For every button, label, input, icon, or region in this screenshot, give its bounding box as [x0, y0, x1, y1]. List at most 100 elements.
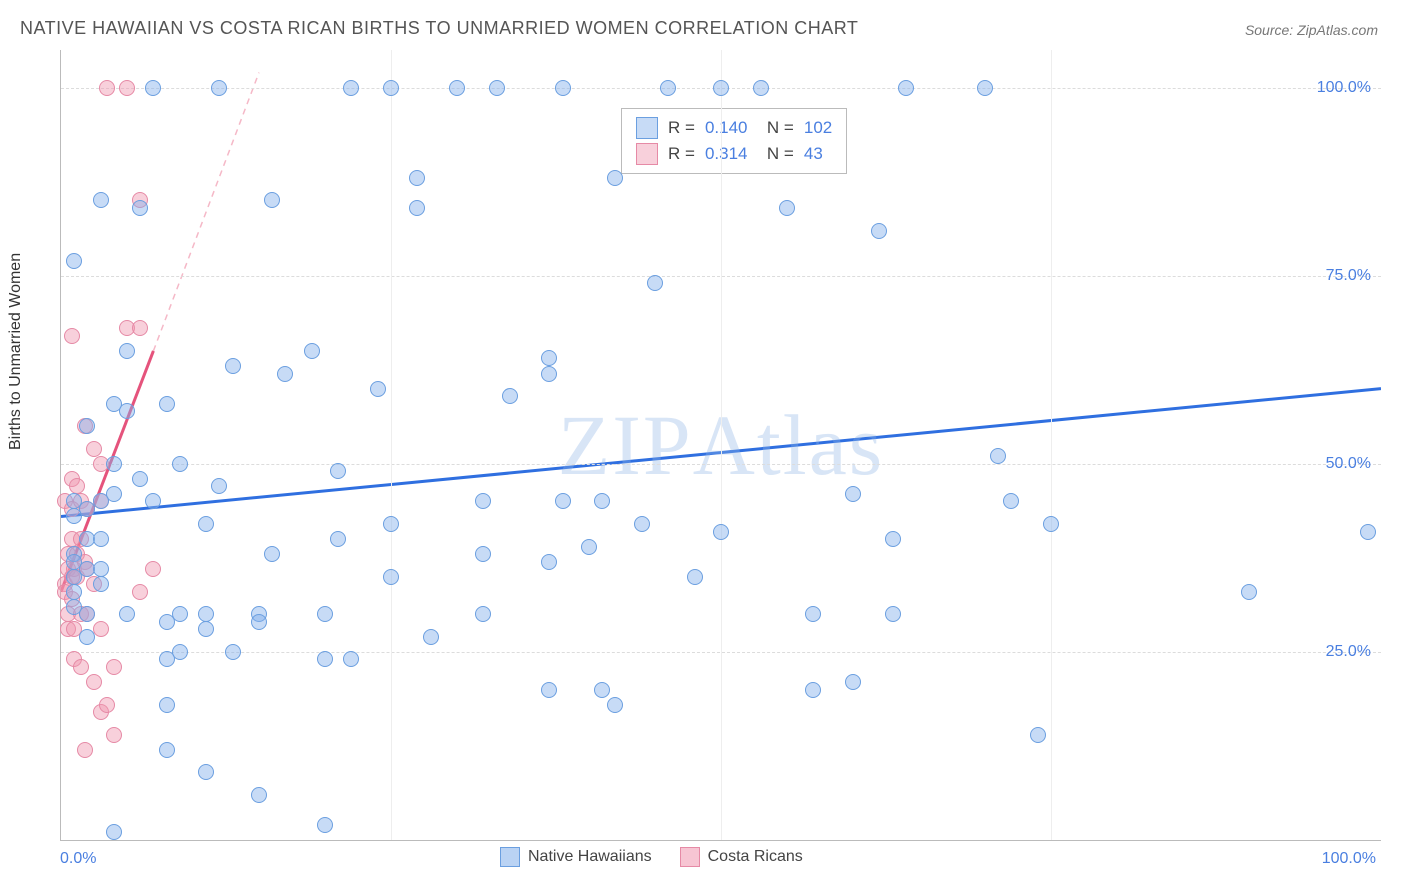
scatter-point: [541, 554, 557, 570]
chart-container: NATIVE HAWAIIAN VS COSTA RICAN BIRTHS TO…: [0, 0, 1406, 892]
scatter-point: [79, 606, 95, 622]
n-value-hawaiian: 102: [804, 118, 832, 138]
scatter-point: [145, 561, 161, 577]
scatter-point: [106, 659, 122, 675]
scatter-point: [489, 80, 505, 96]
scatter-point: [885, 606, 901, 622]
scatter-point: [73, 659, 89, 675]
scatter-point: [594, 493, 610, 509]
scatter-point: [198, 621, 214, 637]
scatter-point: [317, 606, 333, 622]
scatter-point: [423, 629, 439, 645]
swatch-costarican-icon: [636, 143, 658, 165]
scatter-point: [198, 764, 214, 780]
scatter-point: [977, 80, 993, 96]
scatter-point: [132, 471, 148, 487]
scatter-point: [555, 493, 571, 509]
scatter-point: [225, 358, 241, 374]
scatter-point: [99, 697, 115, 713]
scatter-point: [198, 516, 214, 532]
legend-label-costarican: Costa Ricans: [708, 848, 803, 865]
scatter-point: [845, 674, 861, 690]
scatter-point: [779, 200, 795, 216]
swatch-hawaiian-icon: [636, 117, 658, 139]
scatter-point: [172, 606, 188, 622]
scatter-point: [86, 674, 102, 690]
scatter-point: [753, 80, 769, 96]
x-tick-min: 0.0%: [60, 850, 96, 868]
scatter-point: [172, 456, 188, 472]
gridline-v: [721, 50, 722, 840]
scatter-point: [475, 493, 491, 509]
scatter-point: [79, 629, 95, 645]
n-value-costarican: 43: [804, 144, 823, 164]
scatter-point: [370, 381, 386, 397]
scatter-point: [264, 192, 280, 208]
legend-swatch-hawaiian-icon: [500, 847, 520, 867]
scatter-point: [713, 524, 729, 540]
scatter-point: [555, 80, 571, 96]
r-value-hawaiian: 0.140: [705, 118, 748, 138]
series-legend: Native Hawaiians Costa Ricans: [500, 847, 803, 867]
scatter-point: [475, 546, 491, 562]
scatter-point: [634, 516, 650, 532]
scatter-point: [106, 456, 122, 472]
scatter-point: [541, 350, 557, 366]
scatter-point: [343, 651, 359, 667]
scatter-point: [647, 275, 663, 291]
scatter-point: [1360, 524, 1376, 540]
scatter-point: [77, 742, 93, 758]
scatter-point: [64, 328, 80, 344]
scatter-point: [93, 561, 109, 577]
chart-title: NATIVE HAWAIIAN VS COSTA RICAN BIRTHS TO…: [20, 18, 858, 39]
y-tick-label: 100.0%: [1317, 79, 1371, 97]
watermark-zip: ZIP: [558, 397, 693, 493]
n-label: N =: [757, 144, 793, 164]
scatter-point: [607, 170, 623, 186]
r-value-costarican: 0.314: [705, 144, 748, 164]
scatter-point: [805, 606, 821, 622]
scatter-point: [211, 478, 227, 494]
scatter-point: [383, 569, 399, 585]
stats-row-hawaiian: R = 0.140 N = 102: [636, 115, 832, 141]
source-label: Source: ZipAtlas.com: [1245, 22, 1378, 38]
scatter-point: [449, 80, 465, 96]
scatter-point: [581, 539, 597, 555]
legend-label-hawaiian: Native Hawaiians: [528, 848, 652, 865]
gridline-v: [1051, 50, 1052, 840]
scatter-point: [225, 644, 241, 660]
scatter-point: [119, 343, 135, 359]
scatter-point: [541, 682, 557, 698]
scatter-point: [119, 80, 135, 96]
y-tick-label: 50.0%: [1326, 455, 1371, 473]
scatter-point: [687, 569, 703, 585]
gridline-v: [391, 50, 392, 840]
scatter-point: [106, 824, 122, 840]
scatter-point: [79, 418, 95, 434]
scatter-point: [132, 584, 148, 600]
scatter-point: [1241, 584, 1257, 600]
n-label: N =: [757, 118, 793, 138]
scatter-point: [845, 486, 861, 502]
scatter-point: [159, 742, 175, 758]
scatter-point: [990, 448, 1006, 464]
scatter-point: [251, 614, 267, 630]
scatter-point: [132, 320, 148, 336]
scatter-point: [132, 200, 148, 216]
scatter-point: [172, 644, 188, 660]
x-tick-max: 100.0%: [1322, 850, 1376, 868]
scatter-point: [502, 388, 518, 404]
y-axis-label: Births to Unmarried Women: [7, 253, 25, 450]
scatter-point: [805, 682, 821, 698]
scatter-point: [264, 546, 280, 562]
scatter-point: [119, 403, 135, 419]
scatter-point: [93, 192, 109, 208]
scatter-point: [159, 396, 175, 412]
scatter-point: [277, 366, 293, 382]
scatter-point: [145, 80, 161, 96]
scatter-point: [317, 817, 333, 833]
scatter-point: [383, 516, 399, 532]
scatter-point: [211, 80, 227, 96]
scatter-point: [1043, 516, 1059, 532]
scatter-point: [594, 682, 610, 698]
